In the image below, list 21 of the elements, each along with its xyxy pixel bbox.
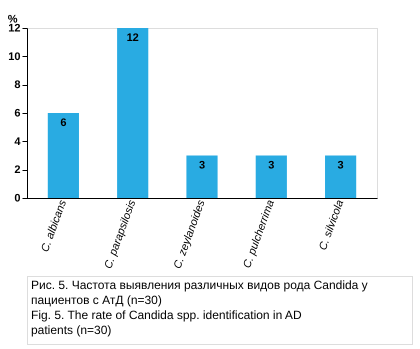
y-tick-label: 10 [8, 50, 20, 63]
caption: Fig. 5. The rate of Candida spp. identification in AD patients (n=30) [31, 308, 302, 337]
x-tick-label: C. silvicola [316, 198, 346, 252]
data-label: 3 [268, 160, 274, 172]
bar [117, 28, 148, 198]
bar [48, 113, 79, 198]
data-label: 3 [338, 160, 344, 172]
bar [186, 156, 218, 198]
bar [325, 156, 356, 198]
text: Рис. 5. Частота выявления различных видов рода Candida у пациентов с АтД (n=30) [31, 278, 368, 307]
y-tick-label: 0 [14, 192, 20, 204]
y-tick-label: 8 [14, 79, 20, 92]
data-label: 3 [198, 160, 206, 172]
y-tick-label: 4 [14, 136, 22, 148]
y-tick-label: 2 [14, 164, 20, 176]
data-label: 12 [126, 32, 139, 44]
x-tick-label: C. albicans [39, 198, 70, 254]
bar [256, 156, 287, 198]
data-label: 6 [60, 117, 66, 129]
y-tick-label: 6 [14, 108, 20, 120]
y-tick-label: 12 [8, 22, 20, 34]
